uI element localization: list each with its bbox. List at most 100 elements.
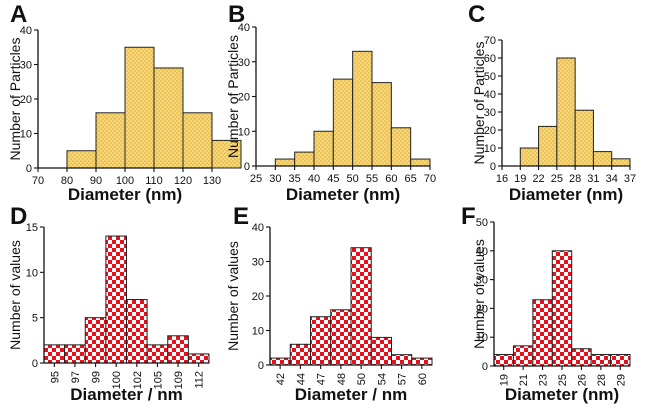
x-tick-label: 19 xyxy=(514,173,526,185)
x-tick-label: 25 xyxy=(551,173,563,185)
bar-45-50 xyxy=(332,78,354,167)
x-axis-title: Diameter (nm) xyxy=(286,185,400,204)
y-tick-label: 15 xyxy=(26,222,38,234)
bar-19 xyxy=(493,353,514,367)
x-tick-label: 109 xyxy=(173,371,185,389)
bar-23 xyxy=(532,299,553,367)
y-tick-label: 40 xyxy=(20,25,32,37)
panel-d: D 0 5 10 15 95 97 99 100 102 105 109 112 Diameter / n… xyxy=(7,203,210,404)
bar-47 xyxy=(310,316,332,366)
bar-35-40 xyxy=(294,151,315,167)
bar-22-25 xyxy=(538,125,558,167)
y-tick-label: 30 xyxy=(238,57,250,69)
x-tick-label: 105 xyxy=(152,371,164,389)
x-axis-title: Diameter (nm) xyxy=(509,185,623,204)
x-tick-label: 23 xyxy=(538,374,550,386)
x-tick-label: 37 xyxy=(624,173,636,185)
x-tick-label: 80 xyxy=(61,175,73,187)
y-tick-label: 20 xyxy=(484,125,496,137)
bar-102 xyxy=(126,299,148,364)
bar-21 xyxy=(512,345,534,367)
x-tick-label: 97 xyxy=(70,371,82,383)
x-axis-title: Diameter (nm) xyxy=(68,185,182,204)
panel-label: D xyxy=(10,203,27,230)
y-tick-label: 30 xyxy=(476,275,488,287)
bar-48 xyxy=(330,309,352,366)
y-tick-label: 40 xyxy=(484,89,496,101)
y-tick-label: 0 xyxy=(490,161,496,173)
bar-42 xyxy=(269,357,291,366)
x-tick-label: 22 xyxy=(532,173,544,185)
y-tick-label: 30 xyxy=(484,107,496,119)
y-tick-label: 10 xyxy=(484,143,496,155)
bar-105 xyxy=(146,344,169,364)
y-tick-label: 0 xyxy=(26,163,32,175)
x-axis-title: Diameter / nm xyxy=(70,385,182,404)
bar-110-120 xyxy=(153,67,184,169)
x-tick-label: 21 xyxy=(518,374,530,386)
y-tick-label: 50 xyxy=(484,71,496,83)
y-tick-label: 10 xyxy=(238,126,250,138)
bar-99 xyxy=(84,317,107,364)
y-tick-label: 60 xyxy=(484,53,496,65)
bar-80-90 xyxy=(66,150,97,169)
x-tick-label: 48 xyxy=(336,373,348,385)
x-tick-label: 34 xyxy=(606,173,618,185)
bar-130-140 xyxy=(211,139,242,169)
x-tick-label: 95 xyxy=(49,371,61,383)
y-tick-label: 30 xyxy=(20,60,32,72)
x-tick-label: 130 xyxy=(203,175,221,187)
bar-60 xyxy=(411,357,433,366)
bar-50 xyxy=(350,247,372,366)
bar-28-31 xyxy=(574,109,594,167)
y-tick-label: 40 xyxy=(476,246,488,258)
x-tick-label: 110 xyxy=(145,175,163,187)
bar-31-34 xyxy=(592,151,613,167)
x-tick-label: 45 xyxy=(327,173,339,185)
x-axis-title: Diameter (nm) xyxy=(505,385,619,404)
x-tick-label: 55 xyxy=(366,173,378,185)
y-axis-title: Number of values xyxy=(225,241,241,351)
x-tick-label: 42 xyxy=(275,373,287,385)
y-tick-label: 10 xyxy=(476,332,488,344)
panel-label: F xyxy=(461,203,476,230)
bar-25 xyxy=(551,250,573,367)
y-tick-label: 0 xyxy=(244,161,250,173)
x-tick-label: 102 xyxy=(132,371,144,389)
bar-95 xyxy=(43,344,66,364)
panel-label: A xyxy=(10,1,27,28)
bar-57 xyxy=(391,354,413,366)
x-tick-label: 19 xyxy=(499,374,511,386)
bar-19-22 xyxy=(519,147,540,167)
bar-90-100 xyxy=(95,112,126,169)
bar-34-37 xyxy=(611,158,631,167)
y-axis-title: Number of values xyxy=(7,240,23,350)
x-tick-label: 50 xyxy=(347,173,359,185)
bar-50-55 xyxy=(352,50,373,167)
panel-label: E xyxy=(233,203,249,230)
y-tick-label: 10 xyxy=(20,129,32,141)
y-axis-title: Number of values xyxy=(471,239,487,349)
x-tick-label: 99 xyxy=(91,371,103,383)
bar-112 xyxy=(187,353,210,364)
x-tick-label: 100 xyxy=(111,371,123,389)
x-tick-label: 35 xyxy=(289,173,301,185)
bar-100-110 xyxy=(124,46,155,169)
x-tick-label: 30 xyxy=(269,173,281,185)
bar-26 xyxy=(571,348,592,367)
x-tick-label: 47 xyxy=(316,373,328,385)
y-tick-label: 70 xyxy=(484,35,496,47)
y-tick-label: 50 xyxy=(476,217,488,229)
x-tick-label: 50 xyxy=(356,373,368,385)
y-tick-label: 0 xyxy=(482,361,488,373)
x-tick-label: 70 xyxy=(32,175,44,187)
y-tick-label: 20 xyxy=(20,94,32,106)
x-tick-label: 44 xyxy=(295,373,307,385)
panel-a: A 0 10 20 30 40 70 80 90 100 110 120 130 Diameter (nm… xyxy=(7,1,242,204)
y-tick-label: 20 xyxy=(238,92,250,104)
y-axis-title: Number of Particles xyxy=(225,35,241,158)
x-tick-label: 28 xyxy=(596,374,608,386)
bar-100 xyxy=(105,235,127,364)
y-tick-label: 20 xyxy=(476,303,488,315)
